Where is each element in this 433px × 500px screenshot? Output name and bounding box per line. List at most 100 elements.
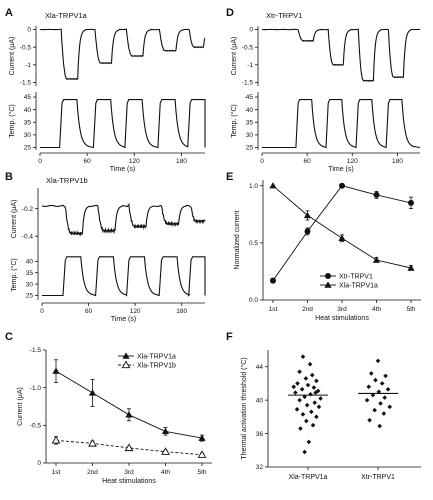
data-point (314, 378, 319, 384)
data-point (161, 427, 170, 435)
data-point (161, 447, 170, 455)
data-point (387, 404, 393, 410)
data-point (382, 395, 388, 400)
data-point (52, 367, 60, 374)
panel-letter-e: E (226, 171, 233, 183)
current-axis-label: Current (μA) (231, 37, 238, 76)
data-point (372, 256, 381, 263)
data-point (297, 369, 302, 375)
y-tick-label: -1.5 (30, 347, 42, 354)
data-point (313, 390, 318, 395)
series-line-0 (55, 370, 203, 439)
panel-letter-c: C (5, 331, 13, 343)
legend-marker (122, 352, 130, 359)
panel-letter-a: A (5, 7, 13, 19)
data-point (307, 361, 313, 367)
y-tick-label: 0 (37, 460, 41, 467)
data-point (381, 411, 387, 416)
temperature-trace (262, 99, 421, 149)
x-tick-label: 0 (38, 158, 42, 165)
data-point (293, 390, 298, 395)
temperature-trace (42, 256, 206, 297)
data-point (366, 384, 372, 390)
x-axis-label: Heat stimulations (102, 478, 156, 485)
data-point (299, 386, 305, 392)
x-tick-label: 4th (372, 306, 381, 313)
data-point (338, 234, 346, 241)
y-tick-label: 44 (256, 364, 264, 371)
x-tick-label: 60 (304, 158, 312, 165)
data-point (377, 423, 382, 429)
x-tick-label: 3rd (124, 469, 134, 476)
chart-title: Xla-TRPV1b (46, 176, 88, 185)
data-point (314, 414, 319, 420)
legend-label: Xtr-TRPV1 (339, 273, 373, 280)
x-axis-label: Time (s) (111, 316, 136, 323)
x-tick-label: 0 (40, 308, 44, 315)
data-point (309, 372, 315, 378)
data-point (373, 377, 378, 383)
x-axis-label: Time (s) (328, 166, 353, 173)
temperature-y-tick-label: 45 (24, 94, 32, 101)
chart-title: Xtr-TRPV1 (266, 11, 302, 20)
x-tick-label: 180 (392, 158, 403, 165)
current-y-tick-label: -1 (25, 62, 31, 69)
temperature-axis-label: Temp. (°C) (10, 258, 18, 292)
current-y-tick-label: 0 (27, 27, 31, 34)
data-point (364, 397, 370, 403)
temperature-y-tick-label: 45 (246, 94, 254, 101)
temperature-y-tick-label: 25 (246, 145, 254, 152)
data-point (303, 211, 312, 219)
current-trace (41, 203, 206, 237)
legend-marker (121, 360, 131, 369)
temperature-y-tick-label: 35 (246, 119, 254, 126)
x-tick-label: 2nd (302, 306, 313, 313)
x-tick-label: 120 (347, 158, 358, 165)
current-trace (39, 28, 206, 81)
x-tick-label: Xtr-TRPV1 (361, 474, 395, 481)
data-point (407, 264, 415, 271)
temperature-y-tick-label: 25 (24, 145, 32, 152)
y-tick-label: -1.0 (30, 385, 42, 392)
panel-letter-d: D (226, 7, 234, 19)
y-tick-label: 1.0 (249, 183, 258, 190)
x-axis-label: Time (s) (110, 166, 135, 173)
current-y-tick-label: -1 (247, 62, 253, 69)
data-point (305, 382, 311, 388)
data-point (316, 404, 322, 410)
y-tick-label: 36 (256, 431, 264, 438)
data-point (378, 401, 383, 406)
x-tick-label: 120 (130, 308, 141, 315)
data-point (51, 435, 61, 444)
current-axis-label: Current (μA) (11, 200, 18, 239)
data-point (269, 182, 277, 189)
data-point (304, 228, 311, 235)
legend-label: Xla-TRPV1a (339, 282, 378, 289)
data-point (385, 386, 391, 392)
data-point (306, 439, 312, 445)
x-tick-label: 180 (176, 308, 187, 315)
current-y-tick-label: -0.5 (242, 44, 254, 51)
data-point (197, 450, 207, 458)
data-point (125, 411, 133, 418)
data-point (88, 438, 97, 447)
data-point (375, 358, 381, 364)
data-point (304, 402, 310, 408)
data-point (408, 199, 414, 206)
temperature-y-tick-label: 30 (246, 132, 254, 139)
current-axis-label: Current (μA) (9, 37, 16, 76)
x-tick-label: 5th (406, 306, 415, 313)
x-tick-label: 60 (84, 158, 92, 165)
temperature-y-tick-label: 40 (246, 107, 254, 114)
legend-label: Xla-TRPV1b (137, 362, 176, 369)
temperature-y-tick-label: 30 (24, 132, 32, 139)
data-point (303, 376, 309, 381)
x-tick-label: 60 (85, 308, 93, 315)
data-point (368, 371, 374, 376)
data-point (300, 354, 306, 359)
x-tick-label: 0 (260, 158, 264, 165)
y-tick-label: 0.0 (249, 297, 258, 304)
y-axis-label: Thermal activation threshold (°C) (240, 357, 248, 459)
temperature-y-tick-label: 40 (26, 259, 34, 266)
data-point (308, 391, 313, 397)
